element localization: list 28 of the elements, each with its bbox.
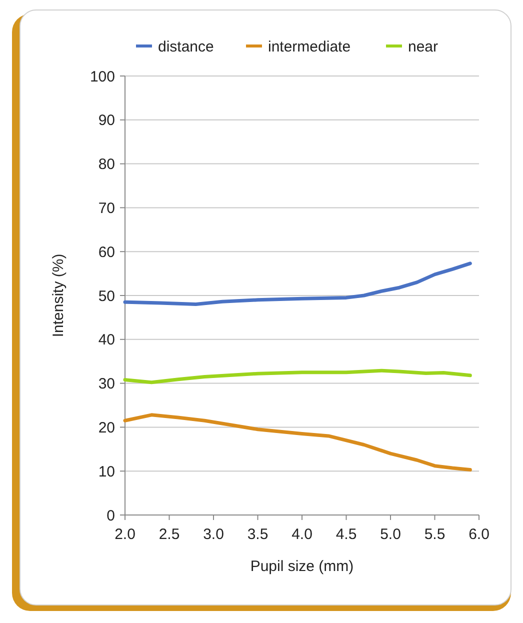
legend-label: near — [408, 38, 438, 56]
x-axis-title: Pupil size (mm) — [250, 558, 354, 575]
x-tick-label: 2.5 — [158, 526, 180, 543]
y-tick-label: 90 — [98, 112, 115, 130]
line-series — [123, 262, 472, 306]
x-tick-label: 3.0 — [203, 526, 224, 543]
y-tick-label: 80 — [98, 156, 115, 174]
x-tick-label: 5.0 — [380, 526, 401, 543]
x-tick-label: 3.5 — [247, 526, 268, 543]
x-tick-label: 5.5 — [424, 526, 446, 543]
y-axis-title: Intensity (%) — [50, 254, 67, 338]
y-tick-label: 40 — [98, 332, 115, 349]
x-tick-label: 4.0 — [292, 526, 312, 543]
line-series — [123, 368, 472, 384]
y-tick-label: 20 — [98, 419, 115, 436]
y-tick-label: 100 — [90, 68, 115, 86]
x-tick-label: 6.0 — [468, 526, 490, 543]
line-series — [123, 413, 472, 472]
x-tick-label: 4.5 — [336, 526, 357, 543]
y-tick-label: 0 — [106, 507, 115, 524]
y-tick-label: 50 — [98, 288, 115, 305]
y-tick-label: 70 — [98, 200, 115, 217]
y-tick-label: 30 — [98, 376, 115, 393]
legend-label: intermediate — [268, 38, 351, 56]
y-tick-label: 10 — [98, 463, 115, 480]
y-tick-label: 60 — [98, 244, 115, 261]
x-tick-label: 2.0 — [114, 526, 136, 543]
legend-label: distance — [158, 38, 214, 56]
